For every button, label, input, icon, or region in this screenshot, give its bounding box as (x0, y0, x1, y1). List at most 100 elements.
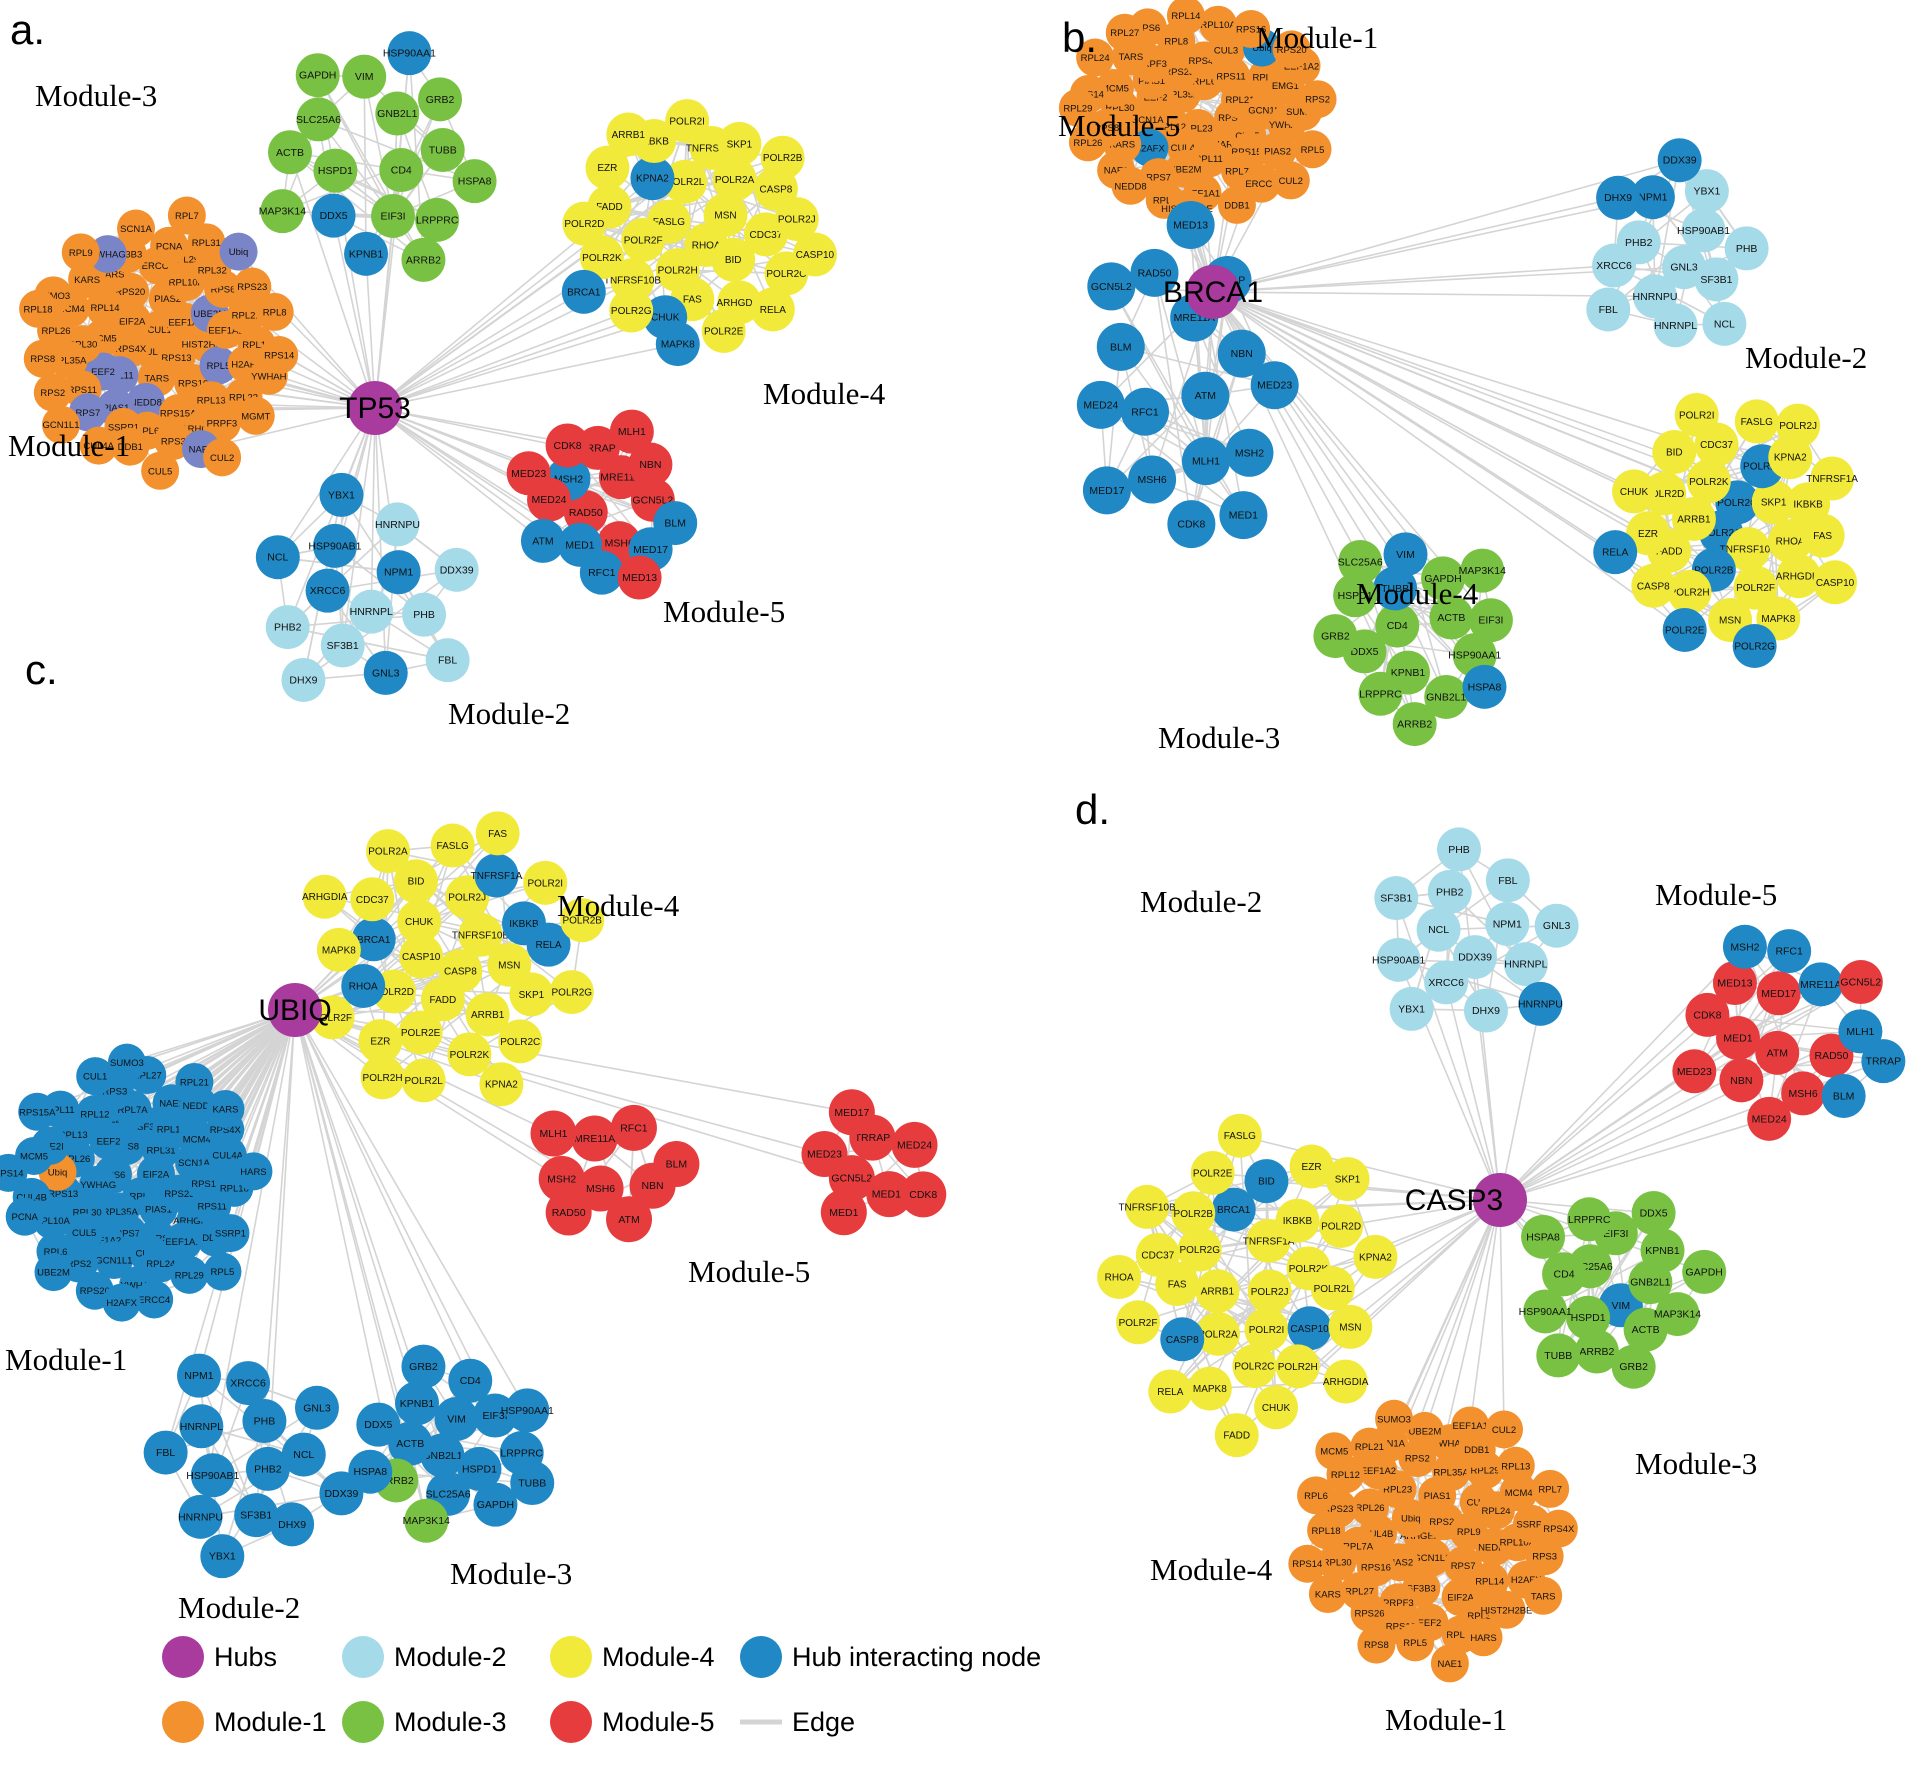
hub-brca1[interactable]: BRCA1 (1163, 265, 1263, 319)
node-polr2i[interactable]: POLR2I (1674, 392, 1719, 437)
node-map3k14[interactable]: MAP3K14 (259, 189, 306, 234)
node-dhx9[interactable]: DHX9 (1596, 175, 1641, 220)
node-med17[interactable]: MED17 (828, 1089, 875, 1136)
node-rfc1[interactable]: RFC1 (579, 550, 624, 595)
node-fas[interactable]: FAS (475, 811, 520, 856)
node-gapdh[interactable]: GAPDH (295, 53, 340, 98)
node-med24[interactable]: MED24 (1076, 380, 1125, 429)
node-med23[interactable]: MED23 (1672, 1049, 1717, 1094)
node-hspa8[interactable]: HSPA8 (452, 159, 497, 204)
node-hnrnpl[interactable]: HNRNPL (1653, 303, 1698, 348)
node-actb[interactable]: ACTB (267, 130, 312, 175)
node-grb2[interactable]: GRB2 (1313, 614, 1358, 659)
node-cdk8[interactable]: CDK8 (545, 423, 590, 468)
node-gcn5l2[interactable]: GCN5L2 (1838, 960, 1883, 1005)
node-polr2l[interactable]: POLR2L (1310, 1266, 1355, 1311)
node-hspa8[interactable]: HSPA8 (348, 1449, 393, 1494)
node-polr2b[interactable]: POLR2B (1171, 1191, 1216, 1236)
node-phb[interactable]: PHB (1437, 827, 1482, 872)
node-rfc1[interactable]: RFC1 (1767, 929, 1812, 974)
node-arrb1[interactable]: ARRB1 (606, 112, 651, 157)
node-dhx9[interactable]: DHX9 (1463, 988, 1508, 1033)
node-bid[interactable]: BID (1244, 1159, 1289, 1204)
node-rhoa[interactable]: RHOA (341, 963, 386, 1008)
node-chuk[interactable]: CHUK (1254, 1385, 1299, 1430)
node-lrpprc[interactable]: LRPPRC (1358, 671, 1403, 716)
node-med1[interactable]: MED1 (1219, 491, 1268, 540)
node-lrpprc[interactable]: LRPPRC (1567, 1197, 1612, 1242)
node-ybx1[interactable]: YBX1 (1389, 986, 1434, 1031)
node-vim[interactable]: VIM (434, 1396, 479, 1441)
node-ybx1[interactable]: YBX1 (200, 1534, 245, 1579)
node-tubb[interactable]: TUBB (510, 1461, 555, 1506)
node-rps8[interactable]: RPS8 (1357, 1625, 1396, 1664)
node-mgmt[interactable]: MGMT (236, 396, 275, 435)
node-rpl5[interactable]: RPL5 (1293, 130, 1332, 169)
node-cd4[interactable]: CD4 (1542, 1252, 1587, 1297)
node-atm[interactable]: ATM (1755, 1030, 1800, 1075)
node-cd4[interactable]: CD4 (379, 148, 424, 193)
node-rps14[interactable]: RPS14 (260, 336, 299, 375)
node-mapk8[interactable]: MAPK8 (1187, 1366, 1232, 1411)
node-eif3i[interactable]: EIF3I (371, 193, 416, 238)
node-mre11a[interactable]: MRE11A (1798, 962, 1843, 1007)
node-cdc37[interactable]: CDC37 (350, 877, 395, 922)
node-skp1[interactable]: SKP1 (509, 972, 554, 1017)
node-xrcc6[interactable]: XRCC6 (226, 1361, 271, 1406)
node-tars[interactable]: TARS (1524, 1576, 1563, 1615)
node-dhx9[interactable]: DHX9 (270, 1502, 315, 1547)
node-gnl3[interactable]: GNL3 (294, 1385, 339, 1430)
node-sumo3[interactable]: SUMO3 (1375, 1399, 1414, 1438)
node-faslg[interactable]: FASLG (1217, 1113, 1262, 1158)
node-phb[interactable]: PHB (402, 592, 447, 637)
node-kars[interactable]: KARS (206, 1089, 245, 1128)
node-hars[interactable]: HARS (234, 1152, 273, 1191)
node-polr2g[interactable]: POLR2G (549, 970, 594, 1015)
node-skp1[interactable]: SKP1 (717, 121, 762, 166)
node-polr2k[interactable]: POLR2K (1686, 459, 1731, 504)
node-rhoa[interactable]: RHOA (1097, 1254, 1142, 1299)
node-ncl[interactable]: NCL (255, 535, 300, 580)
node-casp10[interactable]: CASP10 (792, 232, 837, 277)
node-med23[interactable]: MED23 (506, 451, 551, 496)
node-ybx1[interactable]: YBX1 (319, 472, 364, 517)
node-hnrnpu[interactable]: HNRNPU (1518, 981, 1563, 1026)
node-blm[interactable]: BLM (1821, 1073, 1866, 1118)
node-ddx39[interactable]: DDX39 (1657, 138, 1702, 183)
node-phb[interactable]: PHB (1724, 226, 1769, 271)
node-atm[interactable]: ATM (520, 518, 565, 563)
node-rps26[interactable]: RPS26 (1350, 1593, 1389, 1632)
node-cd4[interactable]: CD4 (448, 1358, 493, 1403)
hub-tp53[interactable]: TP53 (339, 381, 411, 435)
node-polr2c[interactable]: POLR2C (1232, 1344, 1277, 1389)
node-rpl9[interactable]: RPL9 (61, 233, 100, 272)
node-hnrnpl[interactable]: HNRNPL (349, 589, 394, 634)
node-rpl27[interactable]: RPL27 (1105, 13, 1144, 52)
node-fbl[interactable]: FBL (143, 1430, 188, 1475)
node-npm1[interactable]: NPM1 (376, 550, 421, 595)
node-med24[interactable]: MED24 (891, 1121, 938, 1168)
node-hspa8[interactable]: HSPA8 (1521, 1214, 1566, 1259)
node-bid[interactable]: BID (1652, 430, 1697, 475)
node-med23[interactable]: MED23 (801, 1131, 848, 1178)
node-nae1[interactable]: NAE1 (1430, 1644, 1469, 1683)
node-rpl18[interactable]: RPL18 (1307, 1511, 1346, 1550)
node-polr2j[interactable]: POLR2J (1247, 1269, 1292, 1314)
node-rpl13[interactable]: RPL13 (1496, 1446, 1535, 1485)
node-xrcc6[interactable]: XRCC6 (1424, 960, 1469, 1005)
node-phb2[interactable]: PHB2 (265, 605, 310, 650)
node-cul2[interactable]: CUL2 (203, 438, 242, 477)
node-ncl[interactable]: NCL (1416, 907, 1461, 952)
node-vim[interactable]: VIM (342, 54, 387, 99)
node-polr2d[interactable]: POLR2D (562, 201, 607, 246)
node-rpl29[interactable]: RPL29 (170, 1255, 209, 1294)
node-kpna2[interactable]: KPNA2 (479, 1062, 524, 1107)
node-mapk8[interactable]: MAPK8 (655, 322, 700, 367)
node-arrb1[interactable]: ARRB1 (1195, 1269, 1240, 1314)
node-lrpprc[interactable]: LRPPRC (415, 197, 460, 242)
node-hnrnpl[interactable]: HNRNPL (1503, 942, 1548, 987)
node-arhgdia[interactable]: ARHGDIA (302, 874, 348, 919)
node-rpl7[interactable]: RPL7 (1531, 1469, 1570, 1508)
node-polr2e[interactable]: POLR2E (1662, 607, 1707, 652)
node-h2afx[interactable]: H2AFX (102, 1283, 141, 1322)
